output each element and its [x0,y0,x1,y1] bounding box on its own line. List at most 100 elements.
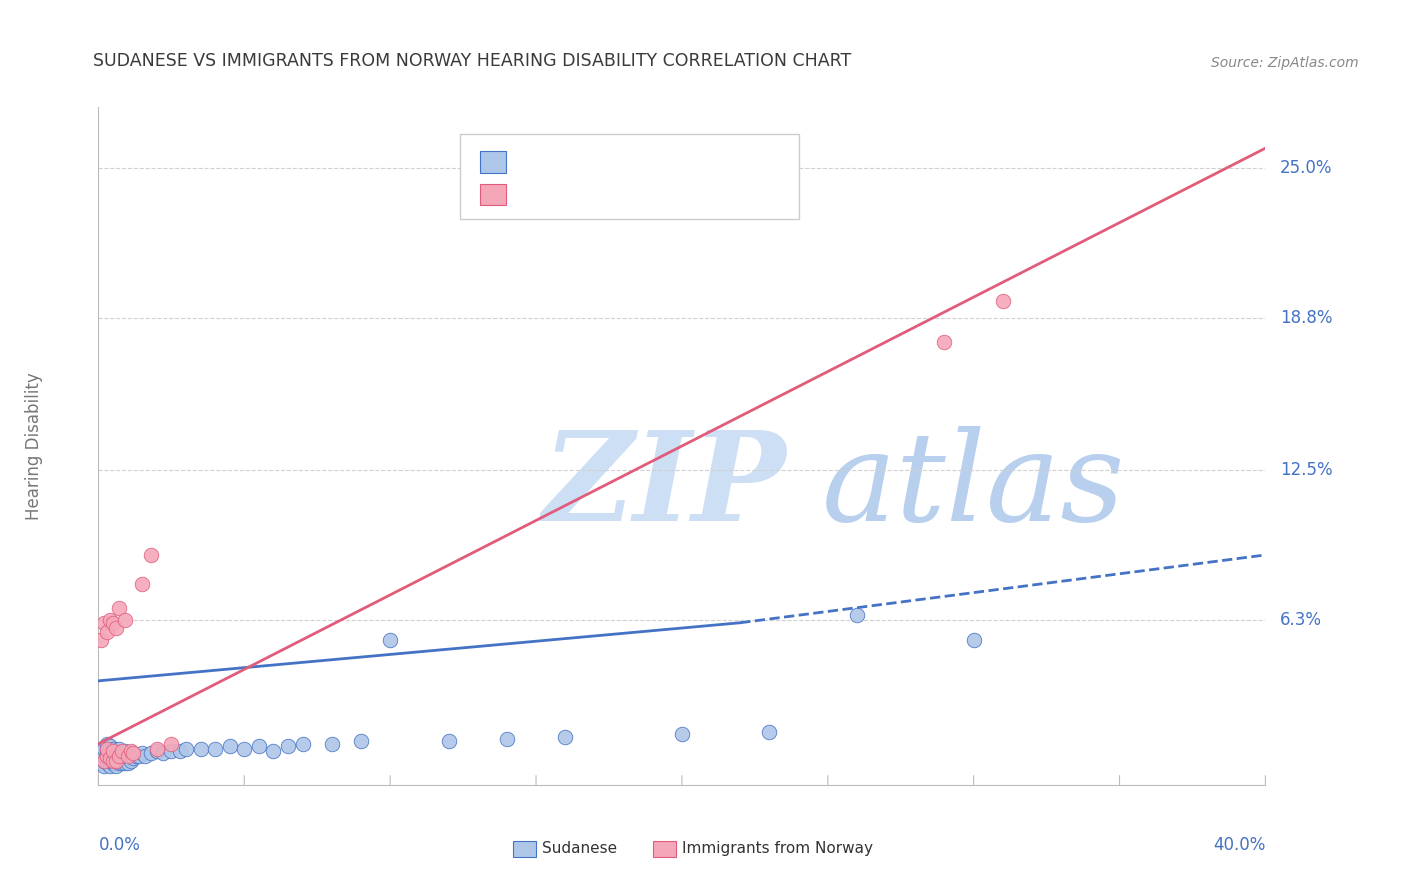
Point [152,747,174,761]
Point [496,731,519,746]
Text: N = 66: N = 66 [658,153,720,171]
Point [111,744,134,758]
Point [101,744,124,758]
Point [114,744,136,758]
Point [111,756,134,771]
Point [277,739,299,754]
FancyBboxPatch shape [479,151,506,173]
Point [104,621,127,635]
Text: 0.0%: 0.0% [98,836,141,854]
Point [101,754,124,768]
Point [101,751,124,765]
Text: 40.0%: 40.0% [1213,836,1265,854]
Point [96,747,118,761]
Point [233,741,256,756]
Text: SUDANESE VS IMMIGRANTS FROM NORWAY HEARING DISABILITY CORRELATION CHART: SUDANESE VS IMMIGRANTS FROM NORWAY HEARI… [93,52,851,70]
Point [350,734,373,748]
Text: 6.3%: 6.3% [1279,611,1322,630]
Point [93,754,115,768]
Point [96,756,118,771]
Point [101,747,124,761]
Point [114,756,136,771]
Point [108,747,131,761]
Point [139,548,162,562]
Point [90,747,112,761]
Point [962,632,984,647]
Point [169,744,191,758]
Point [291,737,314,751]
Point [122,747,145,761]
Point [247,739,270,754]
FancyBboxPatch shape [460,134,799,219]
Point [934,334,956,349]
Text: 12.5%: 12.5% [1279,461,1333,479]
Point [134,748,156,763]
Text: Source: ZipAtlas.com: Source: ZipAtlas.com [1211,56,1358,70]
Point [93,758,115,772]
Point [218,739,240,754]
Point [160,744,183,758]
Point [846,608,869,623]
FancyBboxPatch shape [479,184,506,205]
FancyBboxPatch shape [652,840,676,857]
Point [758,724,780,739]
Point [108,751,131,765]
Point [98,751,121,765]
Point [90,632,112,647]
Point [991,293,1014,308]
Point [101,756,124,771]
Point [104,754,127,768]
Point [93,741,115,756]
Text: ZIP: ZIP [541,425,786,548]
Point [108,748,131,763]
Text: Immigrants from Norway: Immigrants from Norway [682,841,873,856]
Point [104,748,127,763]
Point [96,737,118,751]
Point [98,744,121,758]
Point [139,747,162,761]
Point [96,741,118,756]
Point [554,730,576,744]
Text: Hearing Disability: Hearing Disability [25,372,44,520]
Text: atlas: atlas [823,425,1125,548]
Point [98,748,121,763]
Point [117,756,139,771]
Point [131,577,153,591]
Point [104,758,127,772]
Point [321,737,343,751]
Text: R = 0.650: R = 0.650 [523,186,613,203]
Point [108,756,131,771]
Point [114,751,136,765]
Text: N = 26: N = 26 [658,186,720,203]
Point [98,739,121,754]
Point [101,741,124,756]
Point [120,744,142,758]
Point [671,727,693,741]
Point [117,748,139,763]
Point [111,747,134,761]
Point [437,734,460,748]
Point [96,751,118,765]
Text: R = 0.369: R = 0.369 [523,153,613,171]
Point [122,751,145,765]
Point [174,741,197,756]
Point [96,748,118,763]
Point [101,615,124,630]
Point [380,632,402,647]
Point [125,748,148,763]
Point [111,751,134,765]
Point [131,747,153,761]
Point [93,615,115,630]
Point [104,744,127,758]
Point [93,754,115,768]
Point [96,625,118,640]
Point [120,754,142,768]
Point [96,741,118,756]
Point [262,744,284,758]
Point [98,754,121,768]
Point [98,613,121,627]
Text: Sudanese: Sudanese [541,841,617,856]
Point [117,748,139,763]
Point [160,737,183,751]
Text: 25.0%: 25.0% [1279,159,1333,177]
